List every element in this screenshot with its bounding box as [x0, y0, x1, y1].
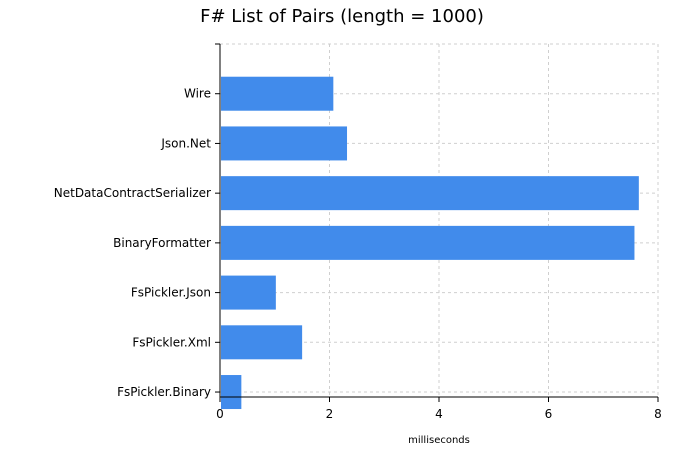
x-tick-label: 4	[435, 407, 443, 421]
x-tick-label: 2	[326, 407, 334, 421]
bar	[221, 76, 334, 111]
x-tick-label: 8	[654, 407, 662, 421]
chart-title: F# List of Pairs (length = 1000)	[200, 6, 484, 27]
bar	[221, 275, 276, 310]
y-tick-label: FsPickler.Json	[131, 286, 211, 300]
bar	[221, 126, 348, 161]
bar	[221, 325, 303, 360]
bar	[221, 375, 242, 410]
bar	[221, 176, 639, 211]
x-tick-label: 6	[545, 407, 553, 421]
bars	[221, 76, 639, 410]
y-tick-label: NetDataContractSerializer	[54, 186, 211, 200]
x-tick-label: 0	[216, 407, 224, 421]
y-tick-label: FsPickler.Xml	[132, 335, 211, 349]
y-tick-label: Json.Net	[160, 136, 211, 150]
axes	[215, 43, 659, 402]
y-tick-label: Wire	[184, 87, 211, 101]
tick-labels: Wire Json.Net NetDataContractSerializer Bin…	[54, 87, 662, 421]
y-tick-label: BinaryFormatter	[113, 236, 211, 250]
bar	[221, 225, 635, 260]
x-axis-label: milliseconds	[408, 435, 470, 446]
y-tick-label: FsPickler.Binary	[117, 385, 211, 399]
